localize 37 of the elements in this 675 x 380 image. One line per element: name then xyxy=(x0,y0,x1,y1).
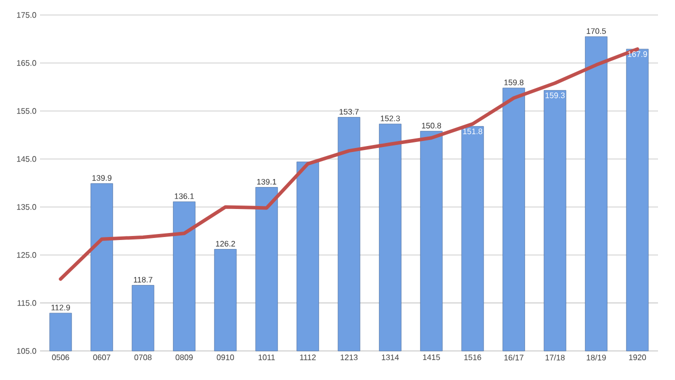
y-tick-label: 145.0 xyxy=(17,156,36,162)
x-tick-label: 0506 xyxy=(52,354,70,360)
x-tick-label: 1415 xyxy=(423,354,440,360)
y-tick-label: 125.0 xyxy=(17,252,36,258)
x-tick-label: 16/17 xyxy=(504,354,524,360)
data-label: 139.9 xyxy=(92,175,112,181)
x-tick-label: 1213 xyxy=(340,354,358,360)
data-label: 139.1 xyxy=(257,178,276,185)
data-label: 136.1 xyxy=(174,193,194,200)
y-tick-label: 175.0 xyxy=(17,12,36,18)
x-tick-label: 1516 xyxy=(464,354,482,360)
x-tick-label: 1314 xyxy=(382,354,399,360)
data-label: 152.3 xyxy=(380,116,400,122)
data-label: 126.2 xyxy=(216,240,236,247)
x-tick-label: 18/19 xyxy=(586,354,606,360)
x-tick-label: 1011 xyxy=(258,354,275,360)
y-tick-label: 105.0 xyxy=(17,348,36,354)
x-tick-label: 1112 xyxy=(300,354,316,360)
data-label: 159.8 xyxy=(504,80,524,86)
y-tick-label: 155.0 xyxy=(17,108,36,114)
x-tick-label: 0910 xyxy=(216,354,234,360)
data-label: 150.8 xyxy=(422,122,442,128)
y-tick-label: 135.0 xyxy=(17,204,36,210)
x-tick-label: 0809 xyxy=(176,354,193,360)
x-tick-label: 17/18 xyxy=(546,354,565,360)
data-label: 159.3 xyxy=(546,92,565,98)
y-tick-label: 165.0 xyxy=(17,60,36,66)
x-tick-label: 1920 xyxy=(629,354,646,360)
data-label: 153.7 xyxy=(340,108,359,115)
data-label: 170.5 xyxy=(586,28,606,34)
data-label: 112.9 xyxy=(52,304,70,310)
y-tick-label: 115.0 xyxy=(18,300,36,306)
data-label: 167.9 xyxy=(628,51,648,57)
data-label: 118.7 xyxy=(134,276,152,283)
x-tick-label: 0607 xyxy=(93,354,110,360)
data-label: 151.8 xyxy=(463,128,482,134)
x-tick-label: 0708 xyxy=(134,354,152,360)
